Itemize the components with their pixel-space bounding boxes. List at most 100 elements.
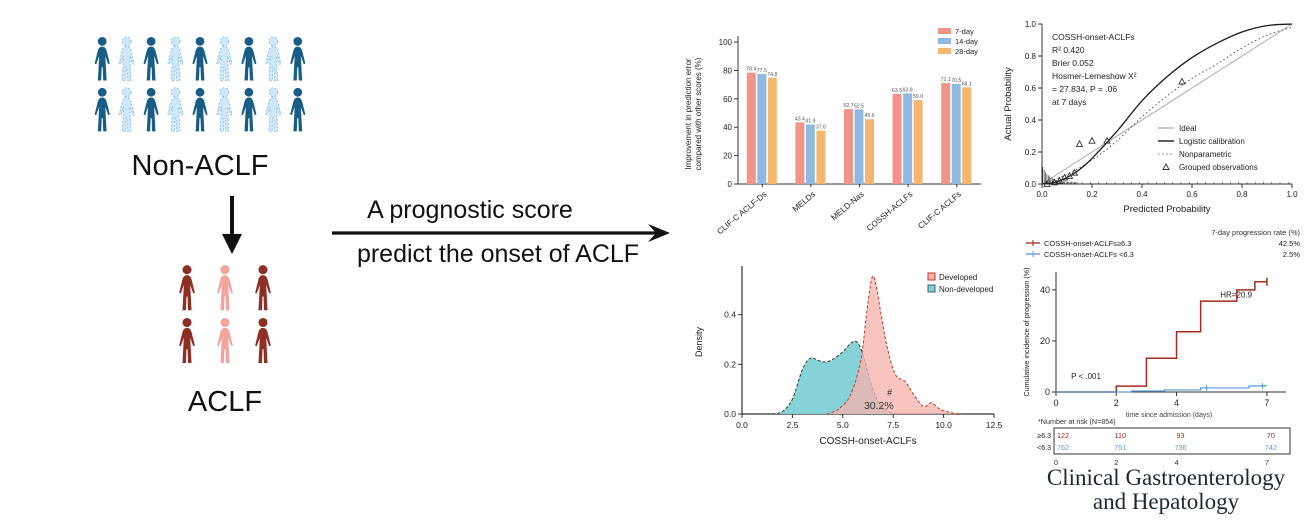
journal-name: Clinical Gastroenterology and Hepatology xyxy=(1026,465,1306,515)
svg-text:0.6: 0.6 xyxy=(1025,84,1037,93)
svg-text:0.0: 0.0 xyxy=(724,409,736,419)
person-icon xyxy=(192,36,208,81)
person-icon xyxy=(179,317,195,364)
person-icon xyxy=(255,265,271,311)
svg-text:80: 80 xyxy=(723,66,732,75)
svg-text:742: 742 xyxy=(1265,443,1277,452)
svg-text:0: 0 xyxy=(1054,458,1058,467)
svg-text:CLIF-C ACLFs: CLIF-C ACLFs xyxy=(916,190,963,231)
svg-text:5.0: 5.0 xyxy=(837,420,849,430)
svg-text:78.4: 78.4 xyxy=(746,67,756,73)
svg-text:736: 736 xyxy=(1175,443,1187,452)
svg-text:at 7 days: at 7 days xyxy=(1052,97,1087,107)
person-icon xyxy=(143,87,159,132)
svg-text:2: 2 xyxy=(1114,398,1119,408)
svg-text:0.0: 0.0 xyxy=(1036,190,1048,199)
svg-text:Improvement in prediction erro: Improvement in prediction error xyxy=(684,58,693,169)
right-arrow-icon xyxy=(332,224,670,242)
svg-text:COSSH-onset-ACLFs <6.3: COSSH-onset-ACLFs <6.3 xyxy=(1044,250,1134,259)
svg-text:0: 0 xyxy=(1045,387,1050,397)
svg-text:Cumulative incidence of progre: Cumulative incidence of progression (%) xyxy=(1022,267,1031,396)
person-icon xyxy=(143,36,159,81)
person-icon xyxy=(192,87,208,132)
svg-text:P < .001: P < .001 xyxy=(1071,372,1101,381)
person-icon xyxy=(217,265,233,311)
svg-text:Non-developed: Non-developed xyxy=(939,285,993,294)
down-arrow-icon xyxy=(222,196,242,254)
svg-text:12.5: 12.5 xyxy=(986,420,1003,430)
cumulative-incidence-plot: 7-day progression rate (%) COSSH-onset-AC… xyxy=(1022,228,1301,467)
svg-text:MELD-Nas: MELD-Nas xyxy=(829,190,865,223)
person-icon xyxy=(265,87,282,132)
svg-text:2.5%: 2.5% xyxy=(1283,250,1300,259)
svg-text:59.0: 59.0 xyxy=(913,94,923,100)
svg-text:0.2: 0.2 xyxy=(724,359,736,369)
svg-text:Density: Density xyxy=(694,326,704,357)
svg-text:30.2%: 30.2% xyxy=(864,400,894,412)
svg-text:<6.3: <6.3 xyxy=(1037,445,1051,452)
svg-text:0: 0 xyxy=(1053,398,1058,408)
svg-text:Hosmer-Lemeshow X²: Hosmer-Lemeshow X² xyxy=(1052,71,1137,81)
person-icon xyxy=(241,36,257,81)
svg-text:R² 0.420: R² 0.420 xyxy=(1052,45,1085,55)
svg-text:40: 40 xyxy=(723,123,732,132)
svg-text:122: 122 xyxy=(1057,431,1069,440)
svg-text:41.9: 41.9 xyxy=(805,119,815,125)
svg-text:Logistic calibration: Logistic calibration xyxy=(1179,137,1245,146)
svg-text:COSSH-onset-ACLFs: COSSH-onset-ACLFs xyxy=(819,436,916,447)
person-icon xyxy=(94,36,110,81)
svg-text:CLIF-C ACLF-Ds: CLIF-C ACLF-Ds xyxy=(715,190,768,236)
svg-text:71.1: 71.1 xyxy=(941,77,951,83)
non-aclf-population-icons xyxy=(94,36,306,132)
svg-text:0.2: 0.2 xyxy=(1086,190,1098,199)
svg-text:63.8: 63.8 xyxy=(903,87,913,93)
person-icon xyxy=(216,87,233,132)
svg-text:HR=20.9: HR=20.9 xyxy=(1220,291,1252,300)
svg-text:20: 20 xyxy=(723,152,732,161)
svg-text:Predicted Probability: Predicted Probability xyxy=(1123,204,1210,215)
svg-text:0.0: 0.0 xyxy=(1025,180,1037,189)
svg-text:1.0: 1.0 xyxy=(1286,190,1298,199)
person-icon xyxy=(290,87,306,132)
svg-text:2.5: 2.5 xyxy=(786,420,798,430)
svg-text:40: 40 xyxy=(1040,285,1050,295)
arrow-caption-bottom: predict the onset of ACLF xyxy=(356,240,640,268)
svg-text:0: 0 xyxy=(728,180,733,189)
svg-text:7.5: 7.5 xyxy=(887,420,899,430)
svg-text:7: 7 xyxy=(1265,458,1269,467)
svg-text:Actual Probability: Actual Probability xyxy=(1003,67,1014,141)
svg-text:70.5: 70.5 xyxy=(951,78,961,84)
svg-text:Grouped observations: Grouped observations xyxy=(1179,163,1258,172)
journal-line-2: and Hepatology xyxy=(1092,489,1240,515)
svg-text:0.0: 0.0 xyxy=(736,420,748,430)
svg-text:70: 70 xyxy=(1267,431,1275,440)
svg-text:MELDs: MELDs xyxy=(791,190,817,214)
svg-text:762: 762 xyxy=(1057,443,1069,452)
svg-text:751: 751 xyxy=(1114,443,1126,452)
arrow-caption-top: A prognostic score xyxy=(367,196,573,224)
svg-text:20: 20 xyxy=(1040,336,1050,346)
svg-text:0.4: 0.4 xyxy=(1025,116,1037,125)
svg-text:77.5: 77.5 xyxy=(757,68,767,74)
person-icon xyxy=(118,87,135,132)
svg-text:time since admission (days): time since admission (days) xyxy=(1126,412,1212,419)
svg-text:7-day progression rate (%): 7-day progression rate (%) xyxy=(1211,228,1300,237)
person-icon xyxy=(255,317,271,364)
svg-text:63.5: 63.5 xyxy=(892,88,902,94)
calibration-plot: 0.0 0.2 0.4 0.6 0.8 1.0 0.0 0.2 0.4 0.6 0.8 1.0 Pred… xyxy=(1003,20,1298,215)
svg-text:52.7: 52.7 xyxy=(843,103,853,109)
svg-text:7-day: 7-day xyxy=(955,27,974,36)
svg-text:93: 93 xyxy=(1177,431,1185,440)
svg-text:4: 4 xyxy=(1174,458,1178,467)
svg-text:≥6.3: ≥6.3 xyxy=(1037,433,1051,440)
svg-text:45.6: 45.6 xyxy=(864,113,874,119)
journal-line-1: Clinical Gastroenterology xyxy=(1046,465,1286,490)
svg-text:0.2: 0.2 xyxy=(1025,148,1037,157)
svg-text:COSSH-onset-ACLFs: COSSH-onset-ACLFs xyxy=(1052,32,1135,42)
svg-text:42.5%: 42.5% xyxy=(1279,239,1301,248)
svg-text:0.8: 0.8 xyxy=(1025,52,1037,61)
svg-text:COSSH-onset-ACLFs≥6.3: COSSH-onset-ACLFs≥6.3 xyxy=(1044,239,1131,248)
svg-text:2: 2 xyxy=(1114,458,1118,467)
person-icon xyxy=(167,87,184,132)
